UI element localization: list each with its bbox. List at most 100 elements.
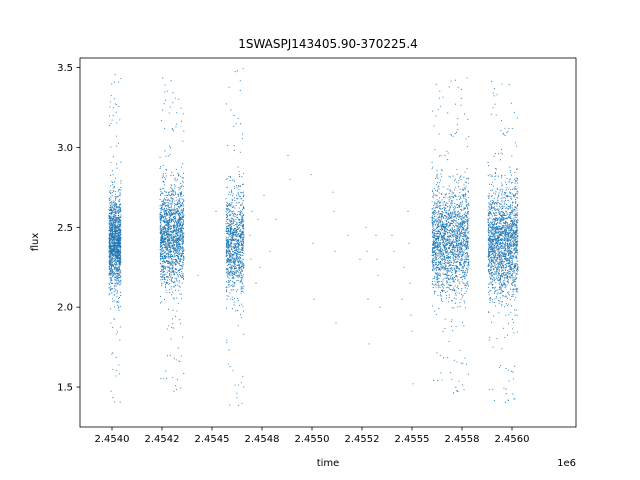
data-point — [108, 202, 110, 204]
data-point — [160, 251, 162, 253]
data-point — [169, 354, 171, 356]
data-point — [232, 206, 234, 208]
data-point — [161, 241, 163, 243]
data-point — [450, 289, 452, 291]
data-point — [226, 238, 228, 240]
data-point — [162, 246, 164, 248]
data-point — [232, 370, 234, 372]
data-point — [234, 263, 236, 265]
data-point — [169, 250, 172, 253]
data-point — [160, 211, 163, 214]
data-point — [118, 309, 120, 311]
data-point — [238, 247, 240, 249]
data-point — [449, 233, 452, 235]
data-point — [117, 307, 120, 309]
data-point — [227, 211, 230, 213]
data-point — [241, 236, 243, 238]
data-point — [175, 248, 177, 250]
data-point — [456, 361, 458, 363]
data-point — [239, 252, 241, 254]
data-point — [109, 243, 111, 245]
data-point — [110, 219, 112, 221]
data-point — [443, 274, 445, 276]
data-point — [176, 277, 178, 279]
data-point — [461, 203, 463, 205]
data-point — [438, 307, 440, 310]
data-point — [170, 271, 172, 273]
data-point — [117, 279, 120, 281]
data-point — [177, 222, 179, 225]
data-point — [233, 179, 235, 181]
data-point — [110, 279, 112, 281]
data-point — [434, 272, 436, 274]
data-point — [119, 241, 121, 243]
data-point — [172, 189, 174, 191]
data-point — [455, 229, 457, 231]
data-point — [437, 217, 439, 219]
data-point — [159, 273, 161, 275]
data-point — [115, 262, 117, 264]
data-point — [163, 187, 165, 190]
data-point — [231, 257, 233, 259]
data-point — [118, 250, 120, 252]
data-point — [242, 288, 244, 290]
data-point — [182, 252, 184, 255]
data-point — [114, 238, 116, 240]
data-point — [166, 247, 168, 249]
data-point — [451, 300, 454, 302]
data-point — [111, 217, 113, 219]
data-point — [233, 210, 235, 212]
data-point — [234, 246, 236, 248]
data-point — [165, 253, 167, 255]
data-point — [175, 228, 177, 231]
data-point — [450, 250, 452, 252]
data-point — [115, 269, 118, 271]
data-point — [229, 263, 231, 265]
data-point — [173, 218, 175, 220]
data-point — [119, 119, 121, 121]
data-point — [234, 282, 236, 284]
data-point — [226, 222, 229, 224]
data-point — [436, 202, 438, 204]
data-point — [433, 284, 435, 286]
data-point — [231, 190, 233, 193]
data-point — [116, 274, 118, 276]
data-point — [230, 271, 232, 273]
data-point — [230, 189, 232, 191]
data-point — [237, 117, 239, 120]
data-point — [237, 228, 239, 230]
data-point — [458, 270, 460, 272]
data-point — [232, 272, 234, 274]
data-point — [160, 218, 162, 220]
data-point — [115, 285, 117, 287]
data-point — [116, 276, 118, 278]
data-point — [113, 222, 115, 224]
data-point — [169, 195, 171, 197]
data-point — [115, 258, 117, 260]
data-point — [172, 216, 174, 218]
data-point — [165, 247, 167, 249]
data-point — [183, 242, 185, 244]
data-point — [164, 177, 166, 179]
data-point — [229, 255, 231, 257]
data-point — [180, 210, 182, 212]
data-point — [116, 291, 119, 293]
data-point — [233, 273, 235, 275]
data-point — [242, 241, 244, 243]
data-point — [164, 279, 166, 281]
data-point — [465, 181, 467, 183]
data-point — [445, 273, 447, 275]
data-point — [164, 265, 166, 267]
data-point — [450, 321, 452, 323]
data-point — [176, 224, 178, 226]
data-point — [237, 234, 239, 236]
data-point — [241, 303, 243, 305]
data-point — [432, 260, 434, 262]
data-point — [228, 234, 230, 236]
data-point — [455, 298, 457, 300]
data-point — [458, 224, 460, 226]
data-point — [113, 215, 115, 217]
data-point — [118, 209, 120, 211]
data-point — [230, 227, 232, 229]
data-point — [454, 254, 456, 256]
